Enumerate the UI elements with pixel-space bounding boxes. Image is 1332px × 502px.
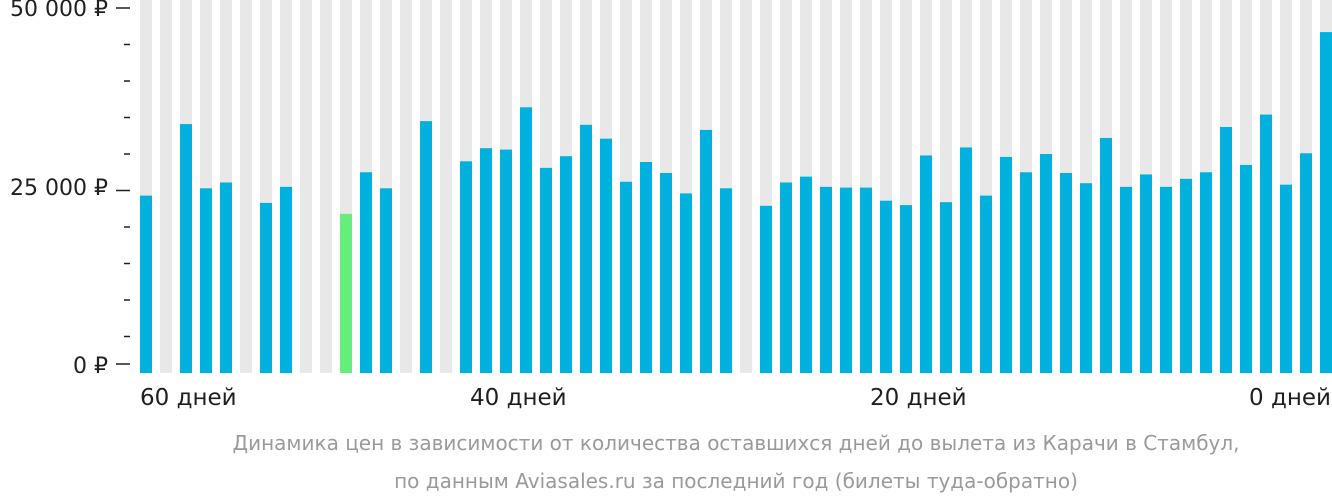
price-bar-day-32[interactable] [680, 193, 692, 373]
price-bar-day-37[interactable] [580, 124, 592, 373]
price-bar-day-39[interactable] [540, 167, 552, 373]
price-bar-day-21[interactable] [900, 205, 912, 373]
price-bar-day-1[interactable] [1300, 153, 1312, 373]
price-bar-day-40[interactable] [520, 107, 532, 373]
price-bar-day-11[interactable] [1100, 137, 1112, 373]
price-bar-day-26[interactable] [800, 176, 812, 373]
background-column-day-51 [300, 0, 312, 373]
price-bar-day-2[interactable] [1280, 184, 1292, 373]
x-tick-label-20: 20 дней [870, 385, 967, 411]
price-bar-day-20[interactable] [920, 155, 932, 373]
price-bar-day-12[interactable] [1080, 183, 1092, 373]
x-tick-label-60: 60 дней [140, 385, 237, 411]
price-bar-day-56[interactable] [200, 188, 212, 373]
price-bar-day-6[interactable] [1200, 172, 1212, 373]
price-bar-day-22[interactable] [880, 200, 892, 373]
price-bar-day-48[interactable] [360, 172, 372, 373]
price-bar-day-17[interactable] [980, 195, 992, 373]
price-bar-day-55[interactable] [220, 182, 232, 373]
y-tick-label-50000: 50 000 ₽ [10, 0, 108, 22]
price-bar-day-10[interactable] [1120, 186, 1132, 373]
price-bar-day-52[interactable] [280, 186, 292, 373]
price-bar-day-13[interactable] [1060, 172, 1072, 373]
price-bar-day-45[interactable] [420, 121, 432, 374]
price-bars [140, 32, 1332, 374]
price-bar-day-19[interactable] [940, 202, 952, 373]
price-bar-day-33[interactable] [660, 172, 672, 373]
price-bar-day-30[interactable] [720, 188, 732, 373]
price-bar-day-36[interactable] [600, 138, 612, 373]
price-bar-day-23[interactable] [860, 187, 872, 373]
price-bar-day-24[interactable] [840, 187, 852, 373]
price-bar-day-41[interactable] [500, 149, 512, 373]
price-bar-day-8[interactable] [1160, 186, 1172, 373]
price-bar-day-7[interactable] [1180, 178, 1192, 373]
price-bar-day-4[interactable] [1240, 164, 1252, 373]
price-bar-day-14[interactable] [1040, 154, 1052, 373]
caption-line-2: по данным Aviasales.ru за последний год … [394, 469, 1078, 493]
price-bar-day-28[interactable] [760, 205, 772, 373]
x-tick-label-0: 0 дней [1249, 385, 1331, 411]
y-axis-ticks [116, 7, 130, 365]
price-bar-day-27[interactable] [780, 182, 792, 373]
price-bar-day-59[interactable] [140, 195, 152, 373]
price-bar-day-0[interactable] [1320, 32, 1332, 374]
price-bar-day-31[interactable] [700, 129, 712, 373]
price-bar-day-34[interactable] [640, 162, 652, 373]
background-column-day-50 [320, 0, 332, 373]
price-bar-day-42[interactable] [480, 148, 492, 373]
x-tick-label-40: 40 дней [470, 385, 567, 411]
price-bar-day-25[interactable] [820, 186, 832, 373]
price-bar-day-16[interactable] [1000, 156, 1012, 373]
price-bar-day-3[interactable] [1260, 114, 1272, 373]
y-axis-labels: 50 000 ₽ 25 000 ₽ 0 ₽ [10, 0, 108, 379]
price-bar-day-47[interactable] [380, 188, 392, 373]
price-bar-day-49[interactable] [340, 213, 352, 373]
background-column-day-46 [400, 0, 412, 373]
x-axis-labels: 60 дней 40 дней 20 дней 0 дней [140, 385, 1331, 411]
price-bar-day-53[interactable] [260, 202, 272, 373]
background-columns [140, 0, 1332, 373]
background-column-day-54 [240, 0, 252, 373]
background-column-day-58 [160, 0, 172, 373]
background-column-day-29 [740, 0, 752, 373]
y-tick-label-25000: 25 000 ₽ [10, 176, 108, 201]
price-bar-day-9[interactable] [1140, 174, 1152, 373]
background-column-day-44 [440, 0, 452, 373]
price-bar-day-38[interactable] [560, 156, 572, 373]
chart-caption: Динамика цен в зависимости от количества… [232, 431, 1239, 493]
price-bar-day-35[interactable] [620, 181, 632, 373]
price-bar-day-43[interactable] [460, 161, 472, 373]
price-bar-day-5[interactable] [1220, 126, 1232, 374]
caption-line-1: Динамика цен в зависимости от количества… [232, 431, 1239, 455]
y-tick-label-0: 0 ₽ [73, 354, 108, 379]
price-bar-day-18[interactable] [960, 147, 972, 373]
price-bar-day-57[interactable] [180, 124, 192, 373]
price-bar-day-15[interactable] [1020, 172, 1032, 373]
